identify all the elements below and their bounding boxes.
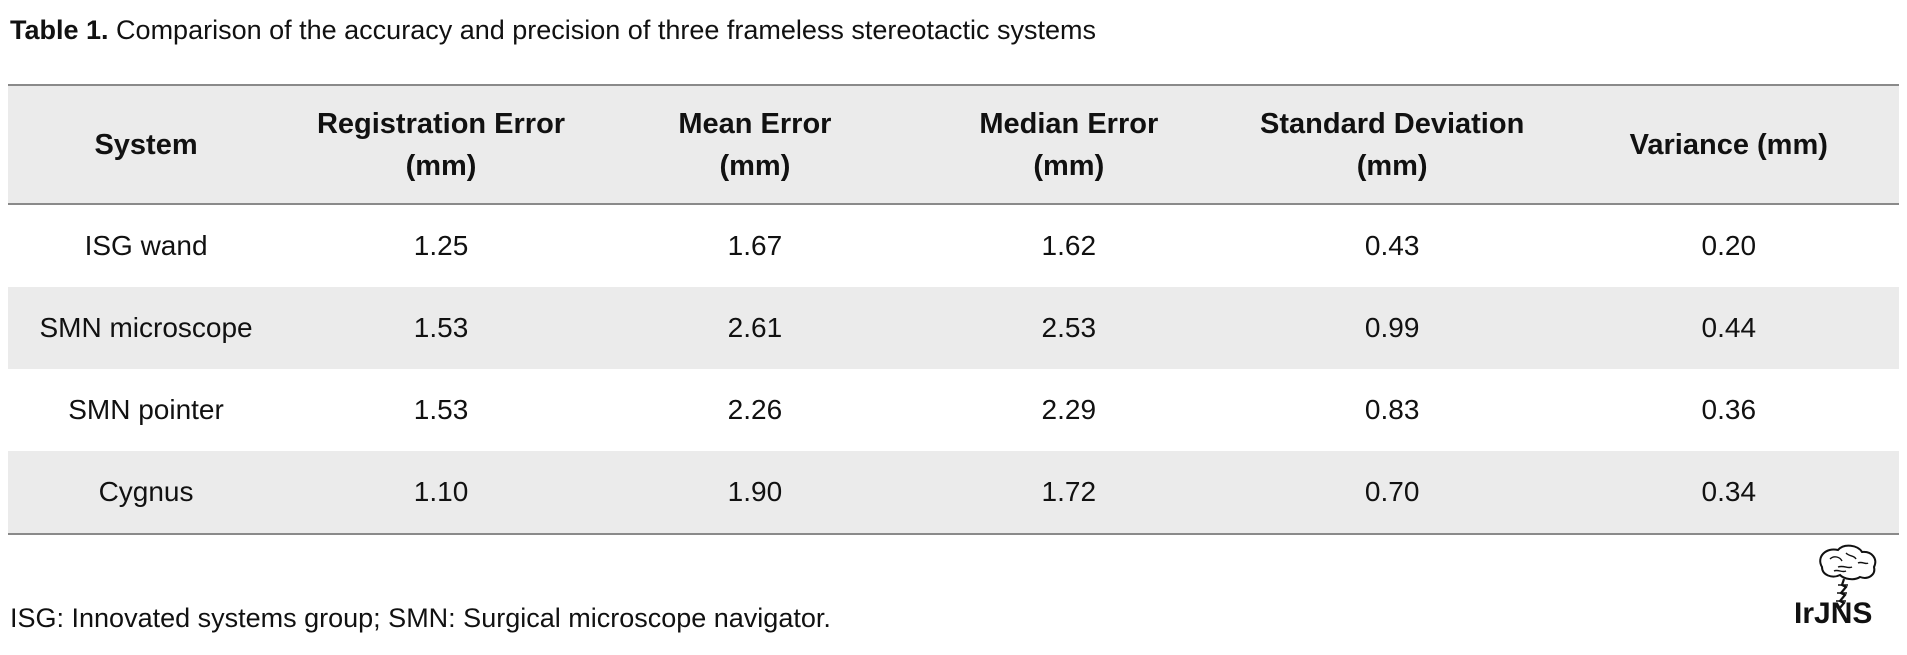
cell-variance: 0.34 <box>1558 451 1899 535</box>
column-header-median-error: Median Error (mm) <box>911 84 1226 205</box>
cell-system: Cygnus <box>8 451 285 535</box>
column-header-line: System <box>94 128 198 161</box>
cell-standard-deviation: 0.70 <box>1225 451 1559 535</box>
brain-spine-logo-icon: IrJNS <box>1794 544 1877 630</box>
table-row: Cygnus 1.10 1.90 1.72 0.70 0.34 <box>8 451 1899 535</box>
cell-standard-deviation: 0.99 <box>1364 312 1420 343</box>
journal-logo: IrJNS <box>1794 543 1900 630</box>
cell-registration-error: 1.10 <box>284 451 598 535</box>
cell-median-error: 2.29 <box>1041 394 1097 425</box>
cell-mean-error: 1.90 <box>597 451 912 535</box>
column-header-variance: Variance (mm) <box>1558 84 1899 205</box>
cell-median-error: 2.53 <box>1041 312 1097 343</box>
cell-registration-error: 1.53 <box>413 394 469 425</box>
cell-system: ISG wand <box>84 230 208 261</box>
column-header-standard-deviation: Standard Deviation (mm) <box>1225 84 1559 205</box>
column-header-mean-error: Mean Error (mm) <box>597 84 912 205</box>
column-header-unit: (mm) <box>1356 149 1428 182</box>
table-row: SMN microscope 1.53 2.61 2.53 0.99 0.44 <box>8 287 1899 369</box>
table-row: ISG wand 1.25 1.67 1.62 0.43 0.20 <box>8 204 1899 287</box>
cell-system: SMN pointer <box>68 394 224 425</box>
table-caption-label: Table 1. <box>10 15 109 45</box>
column-header-line: Standard Deviation <box>1260 107 1525 140</box>
column-header-line: Median Error <box>979 107 1159 140</box>
table-row: SMN pointer 1.53 2.26 2.29 0.83 0.36 <box>8 369 1899 451</box>
column-header-unit: (mm) <box>1033 149 1105 182</box>
cell-variance: 0.36 <box>1701 394 1757 425</box>
cell-mean-error: 2.26 <box>727 394 783 425</box>
cell-mean-error: 1.67 <box>727 230 783 261</box>
cell-standard-deviation: 0.43 <box>1364 230 1420 261</box>
logo-text: IrJNS <box>1794 597 1872 625</box>
cell-system: SMN microscope <box>39 312 253 343</box>
column-header-registration-error: Registration Error (mm) <box>284 84 598 205</box>
column-header-unit: (mm) <box>719 149 791 182</box>
table-footnote: ISG: Innovated systems group; SMN: Surgi… <box>10 603 831 633</box>
comparison-table: System Registration Error (mm) Mean Erro… <box>8 84 1899 535</box>
cell-variance: 0.20 <box>1701 230 1757 261</box>
column-header-line: Variance (mm) <box>1629 128 1828 161</box>
cell-registration-error: 1.53 <box>413 312 469 343</box>
table-caption: Table 1. Comparison of the accuracy and … <box>10 12 1096 48</box>
table-header-row: System Registration Error (mm) Mean Erro… <box>8 84 1899 205</box>
cell-standard-deviation: 0.83 <box>1364 394 1420 425</box>
cell-mean-error: 2.61 <box>727 312 783 343</box>
column-header-unit: (mm) <box>405 149 477 182</box>
cell-median-error: 1.62 <box>1041 230 1097 261</box>
cell-registration-error: 1.25 <box>413 230 469 261</box>
cell-median-error: 1.72 <box>911 451 1226 535</box>
column-header-system: System <box>8 84 285 205</box>
column-header-line: Registration Error <box>316 107 566 140</box>
column-header-line: Mean Error <box>678 107 832 140</box>
cell-variance: 0.44 <box>1701 312 1757 343</box>
table-caption-text: Comparison of the accuracy and precision… <box>108 15 1096 45</box>
